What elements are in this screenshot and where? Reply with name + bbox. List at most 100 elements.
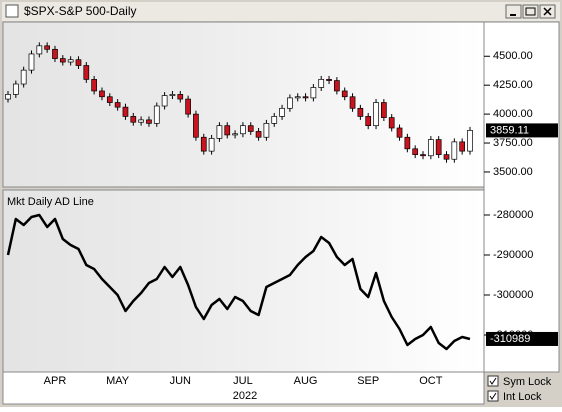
window-title: $SPX-S&P 500-Daily: [24, 4, 137, 18]
candle-body: [153, 105, 160, 124]
candle-body: [388, 117, 395, 129]
candle-body: [302, 96, 309, 99]
candle-body: [12, 83, 19, 95]
y-tick-label: 3750.00: [493, 137, 533, 149]
candle-body: [255, 131, 262, 138]
last-value-box: [486, 123, 558, 138]
close-icon: [543, 7, 552, 16]
candle-body: [208, 138, 215, 152]
candle-body: [279, 107, 285, 117]
candle-body: [193, 113, 199, 138]
candle-body: [161, 95, 168, 107]
maximize-icon: [525, 7, 536, 16]
candle-body: [318, 79, 325, 88]
candle-body: [5, 94, 11, 100]
window-icon: [5, 4, 19, 18]
candle-body: [146, 119, 152, 124]
candle-body: [99, 90, 105, 98]
candle-body: [263, 123, 270, 138]
candle-body: [467, 130, 473, 152]
candle-body: [326, 79, 332, 81]
candle-body: [83, 65, 90, 80]
candle-body: [106, 96, 113, 103]
maximize-button[interactable]: [522, 4, 539, 19]
candle-body: [91, 79, 97, 92]
panel-title: Mkt Daily AD Line: [7, 196, 94, 208]
check-mark: [489, 392, 497, 400]
candle-body: [412, 148, 419, 155]
candle-body: [114, 102, 121, 108]
x-tick-label: AUG: [294, 375, 318, 387]
candle-body: [294, 96, 301, 99]
candle-body: [216, 125, 223, 139]
candle-body: [28, 53, 35, 71]
checkbox[interactable]: [487, 375, 499, 387]
checkbox-label[interactable]: Int Lock: [503, 391, 542, 403]
candle-body: [310, 87, 317, 99]
candle-body: [365, 116, 372, 127]
y-tick-label: 4250.00: [493, 79, 533, 91]
minimize-button[interactable]: [505, 4, 522, 19]
candle-body: [459, 141, 466, 152]
candle-body: [200, 136, 207, 152]
candle-body: [36, 45, 43, 55]
x-tick-label: SEP: [357, 375, 379, 387]
candle-body: [451, 141, 458, 160]
y-tick-label: -280000: [493, 209, 533, 221]
candle-body: [240, 125, 246, 135]
y-tick-label: 3500.00: [493, 166, 533, 178]
candle-body: [349, 96, 356, 109]
candle-body: [75, 59, 82, 66]
checkbox-label[interactable]: Sym Lock: [503, 376, 552, 388]
candle-body: [381, 102, 387, 118]
price-panel: [2, 21, 485, 188]
candle-body: [357, 107, 364, 117]
candle-body: [224, 125, 231, 136]
candle-body: [427, 139, 434, 157]
x-tick-label: OCT: [419, 375, 443, 387]
candle-body: [271, 116, 278, 124]
candle-body: [443, 154, 450, 160]
candle-body: [52, 48, 58, 59]
x-tick-label: MAY: [106, 375, 130, 387]
candle-body: [20, 69, 27, 85]
title-bar: [2, 2, 560, 21]
candle-body: [287, 97, 293, 109]
candle-body: [59, 58, 66, 63]
y-tick-label: -290000: [493, 249, 533, 261]
ad-line: [6, 213, 471, 351]
candle-body: [130, 116, 137, 123]
checkbox[interactable]: [487, 390, 499, 402]
year-label: 2022: [233, 390, 257, 402]
candle-body: [44, 45, 51, 50]
y-tick-label: -300000: [493, 289, 533, 301]
candle-body: [138, 119, 144, 123]
candle-body: [404, 136, 411, 150]
candle-body: [373, 102, 379, 127]
last-value-box: [486, 331, 558, 346]
candle-body: [177, 94, 184, 100]
last-value-label: 3859.11: [490, 124, 529, 136]
y-tick-label: 4500.00: [493, 50, 533, 62]
candle-body: [341, 90, 348, 98]
candle-body: [420, 154, 426, 157]
candle-body: [67, 59, 74, 63]
x-tick-label: JUL: [233, 375, 253, 387]
candle-body: [169, 94, 176, 96]
candle-body: [122, 106, 129, 117]
x-tick-label: JUN: [170, 375, 191, 387]
x-axis-strip: [2, 371, 485, 405]
candle-body: [232, 133, 238, 136]
x-tick-label: APR: [44, 375, 67, 387]
window-buttons[interactable]: [505, 4, 556, 19]
candle-body: [435, 139, 442, 155]
last-value-label: -310989: [490, 333, 530, 345]
ad-panel: [2, 189, 485, 373]
y-tick-label: 4000.00: [493, 108, 533, 120]
candle-body: [185, 98, 191, 115]
candle-body: [396, 127, 403, 138]
candle-body: [334, 80, 340, 92]
candle-body: [247, 125, 254, 132]
check-mark: [489, 377, 497, 385]
